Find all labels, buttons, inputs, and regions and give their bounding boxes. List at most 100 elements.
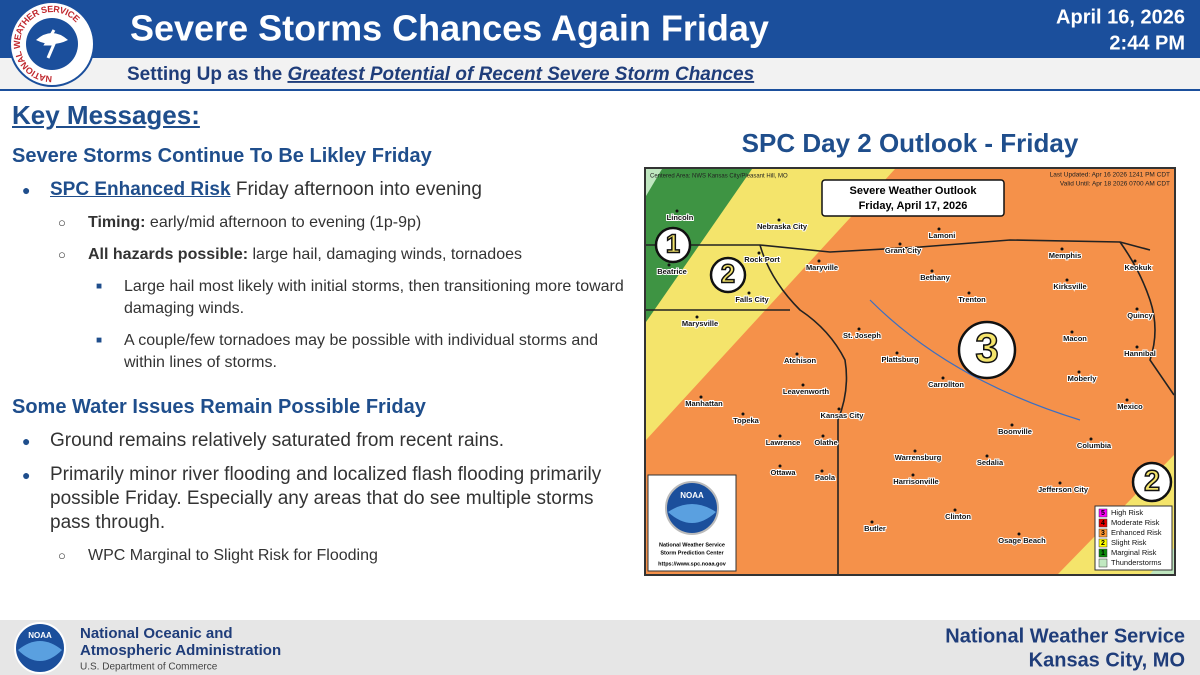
city-label: Trenton bbox=[958, 295, 986, 304]
bullet-text: large hail, damaging winds, tornadoes bbox=[248, 246, 522, 263]
bullet-text: early/mid afternoon to evening (1p-9p) bbox=[145, 214, 422, 231]
city-dot bbox=[1089, 437, 1093, 441]
risk-number: 1 bbox=[666, 231, 680, 259]
legend-swatch bbox=[1098, 528, 1108, 538]
bullet: SPC Enhanced Risk Friday afternoon into … bbox=[12, 178, 627, 202]
city-dot bbox=[857, 327, 861, 331]
legend-number: 5 bbox=[1101, 510, 1105, 517]
last-updated: Last Updated: Apr 16 2026 1241 PM CDT bbox=[1050, 172, 1170, 179]
city-label: Sedalia bbox=[977, 458, 1004, 467]
city-dot bbox=[675, 209, 679, 213]
city-dot bbox=[895, 351, 899, 355]
city-label: Marysville bbox=[682, 319, 718, 328]
city-dot bbox=[747, 291, 751, 295]
outlook-date: Friday, April 17, 2026 bbox=[859, 200, 968, 212]
city-label: Hannibal bbox=[1124, 349, 1156, 358]
risk-circle bbox=[654, 226, 692, 264]
city-label: Harrisonville bbox=[893, 477, 938, 486]
bullet: Ground remains relatively saturated from… bbox=[12, 429, 627, 453]
legend-swatch bbox=[1098, 518, 1108, 528]
risk-number: 3 bbox=[975, 324, 998, 371]
city-dot bbox=[820, 469, 824, 473]
date: April 16, 2026 bbox=[1056, 6, 1185, 28]
risk-circle bbox=[1131, 461, 1173, 503]
badge-line: National Weather Service bbox=[659, 542, 725, 548]
city-label: Carrollton bbox=[928, 380, 964, 389]
city-dot bbox=[1065, 278, 1069, 282]
risk-number: 2 bbox=[1144, 466, 1160, 498]
city-label: Atchison bbox=[784, 356, 817, 365]
city-dot bbox=[821, 434, 825, 438]
badge-logo-text: NOAA bbox=[680, 491, 704, 500]
city-dot bbox=[898, 242, 902, 246]
legend-label: Marginal Risk bbox=[1111, 548, 1157, 557]
city-dot bbox=[953, 508, 957, 512]
city-label: Memphis bbox=[1049, 251, 1082, 260]
legend-label: Moderate Risk bbox=[1111, 518, 1160, 527]
city-dot bbox=[1135, 307, 1139, 311]
legend-swatch bbox=[1098, 558, 1108, 568]
city-label: Rock Port bbox=[744, 255, 780, 264]
time: 2:44 PM bbox=[1109, 32, 1185, 54]
bullet-lead: Timing: bbox=[88, 214, 146, 231]
agency: Atmospheric Administration bbox=[80, 642, 281, 659]
city-dot bbox=[699, 395, 703, 399]
city-dot bbox=[778, 434, 782, 438]
city-label: Kirksville bbox=[1053, 282, 1086, 291]
city-label: Osage Beach bbox=[998, 536, 1046, 545]
city-label: Leavenworth bbox=[783, 387, 830, 396]
city-dot bbox=[801, 383, 805, 387]
key-messages: Key Messages: Severe Storms Continue To … bbox=[12, 100, 627, 577]
city-label: Paola bbox=[815, 473, 836, 482]
city-dot bbox=[937, 227, 941, 231]
office: National Weather Service bbox=[945, 625, 1185, 647]
bullet-text: Friday afternoon into evening bbox=[230, 179, 482, 200]
legend-swatch bbox=[1098, 548, 1108, 558]
legend-swatch bbox=[1098, 508, 1108, 518]
city-dot bbox=[1125, 398, 1129, 402]
city-dot bbox=[1135, 345, 1139, 349]
city-dot bbox=[817, 259, 821, 263]
city-dot bbox=[941, 376, 945, 380]
bullet-text: Ground remains relatively saturated from… bbox=[50, 430, 505, 451]
city-dot bbox=[870, 520, 874, 524]
legend-number: 4 bbox=[1101, 520, 1105, 527]
city-label: Nebraska City bbox=[757, 222, 808, 231]
city-label: Beatrice bbox=[657, 267, 687, 276]
legend-number: 2 bbox=[1101, 540, 1105, 547]
city-label: Butler bbox=[864, 524, 886, 533]
city-dot bbox=[1058, 481, 1062, 485]
badge-url: https://www.spc.noaa.gov bbox=[658, 561, 727, 567]
city-dot bbox=[1133, 259, 1137, 263]
bullet-text: WPC Marginal to Slight Risk for Flooding bbox=[88, 547, 378, 564]
city-label: Lincoln bbox=[667, 213, 694, 222]
city-dot bbox=[1010, 423, 1014, 427]
valid-until: Valid Until: Apr 18 2026 0700 AM CDT bbox=[1060, 181, 1170, 188]
city-label: Clinton bbox=[945, 512, 971, 521]
legend-label: High Risk bbox=[1111, 508, 1143, 517]
city-label: Columbia bbox=[1077, 441, 1112, 450]
bullet: WPC Marginal to Slight Risk for Flooding bbox=[12, 545, 627, 567]
title: Severe Storms Chances Again Friday bbox=[130, 8, 769, 49]
city-label: Lamoni bbox=[929, 231, 956, 240]
city-label: Boonville bbox=[998, 427, 1032, 436]
city-dot bbox=[778, 464, 782, 468]
legend-label: Thunderstorms bbox=[1111, 558, 1162, 567]
bullet-text: Large hail most likely with initial stor… bbox=[124, 278, 624, 317]
city-label: Lawrence bbox=[766, 438, 801, 447]
city-dot bbox=[985, 454, 989, 458]
city-label: Maryville bbox=[806, 263, 838, 272]
bullet-lead: SPC Enhanced Risk bbox=[50, 179, 231, 200]
city-label: Keokuk bbox=[1124, 263, 1152, 272]
city-dot bbox=[777, 218, 781, 222]
footer-logo-text: NOAA bbox=[28, 631, 52, 640]
city-dot bbox=[1070, 330, 1074, 334]
bullet: Large hail most likely with initial stor… bbox=[12, 276, 627, 320]
risk-circle bbox=[957, 320, 1017, 380]
outlook-title: Severe Weather Outlook bbox=[850, 185, 978, 197]
city-label: St. Joseph bbox=[843, 331, 881, 340]
agency: National Oceanic and bbox=[80, 625, 233, 642]
outlook-box bbox=[821, 179, 1005, 217]
bullet: All hazards possible: large hail, damagi… bbox=[12, 244, 627, 266]
bullet: Timing: early/mid afternoon to evening (… bbox=[12, 212, 627, 234]
